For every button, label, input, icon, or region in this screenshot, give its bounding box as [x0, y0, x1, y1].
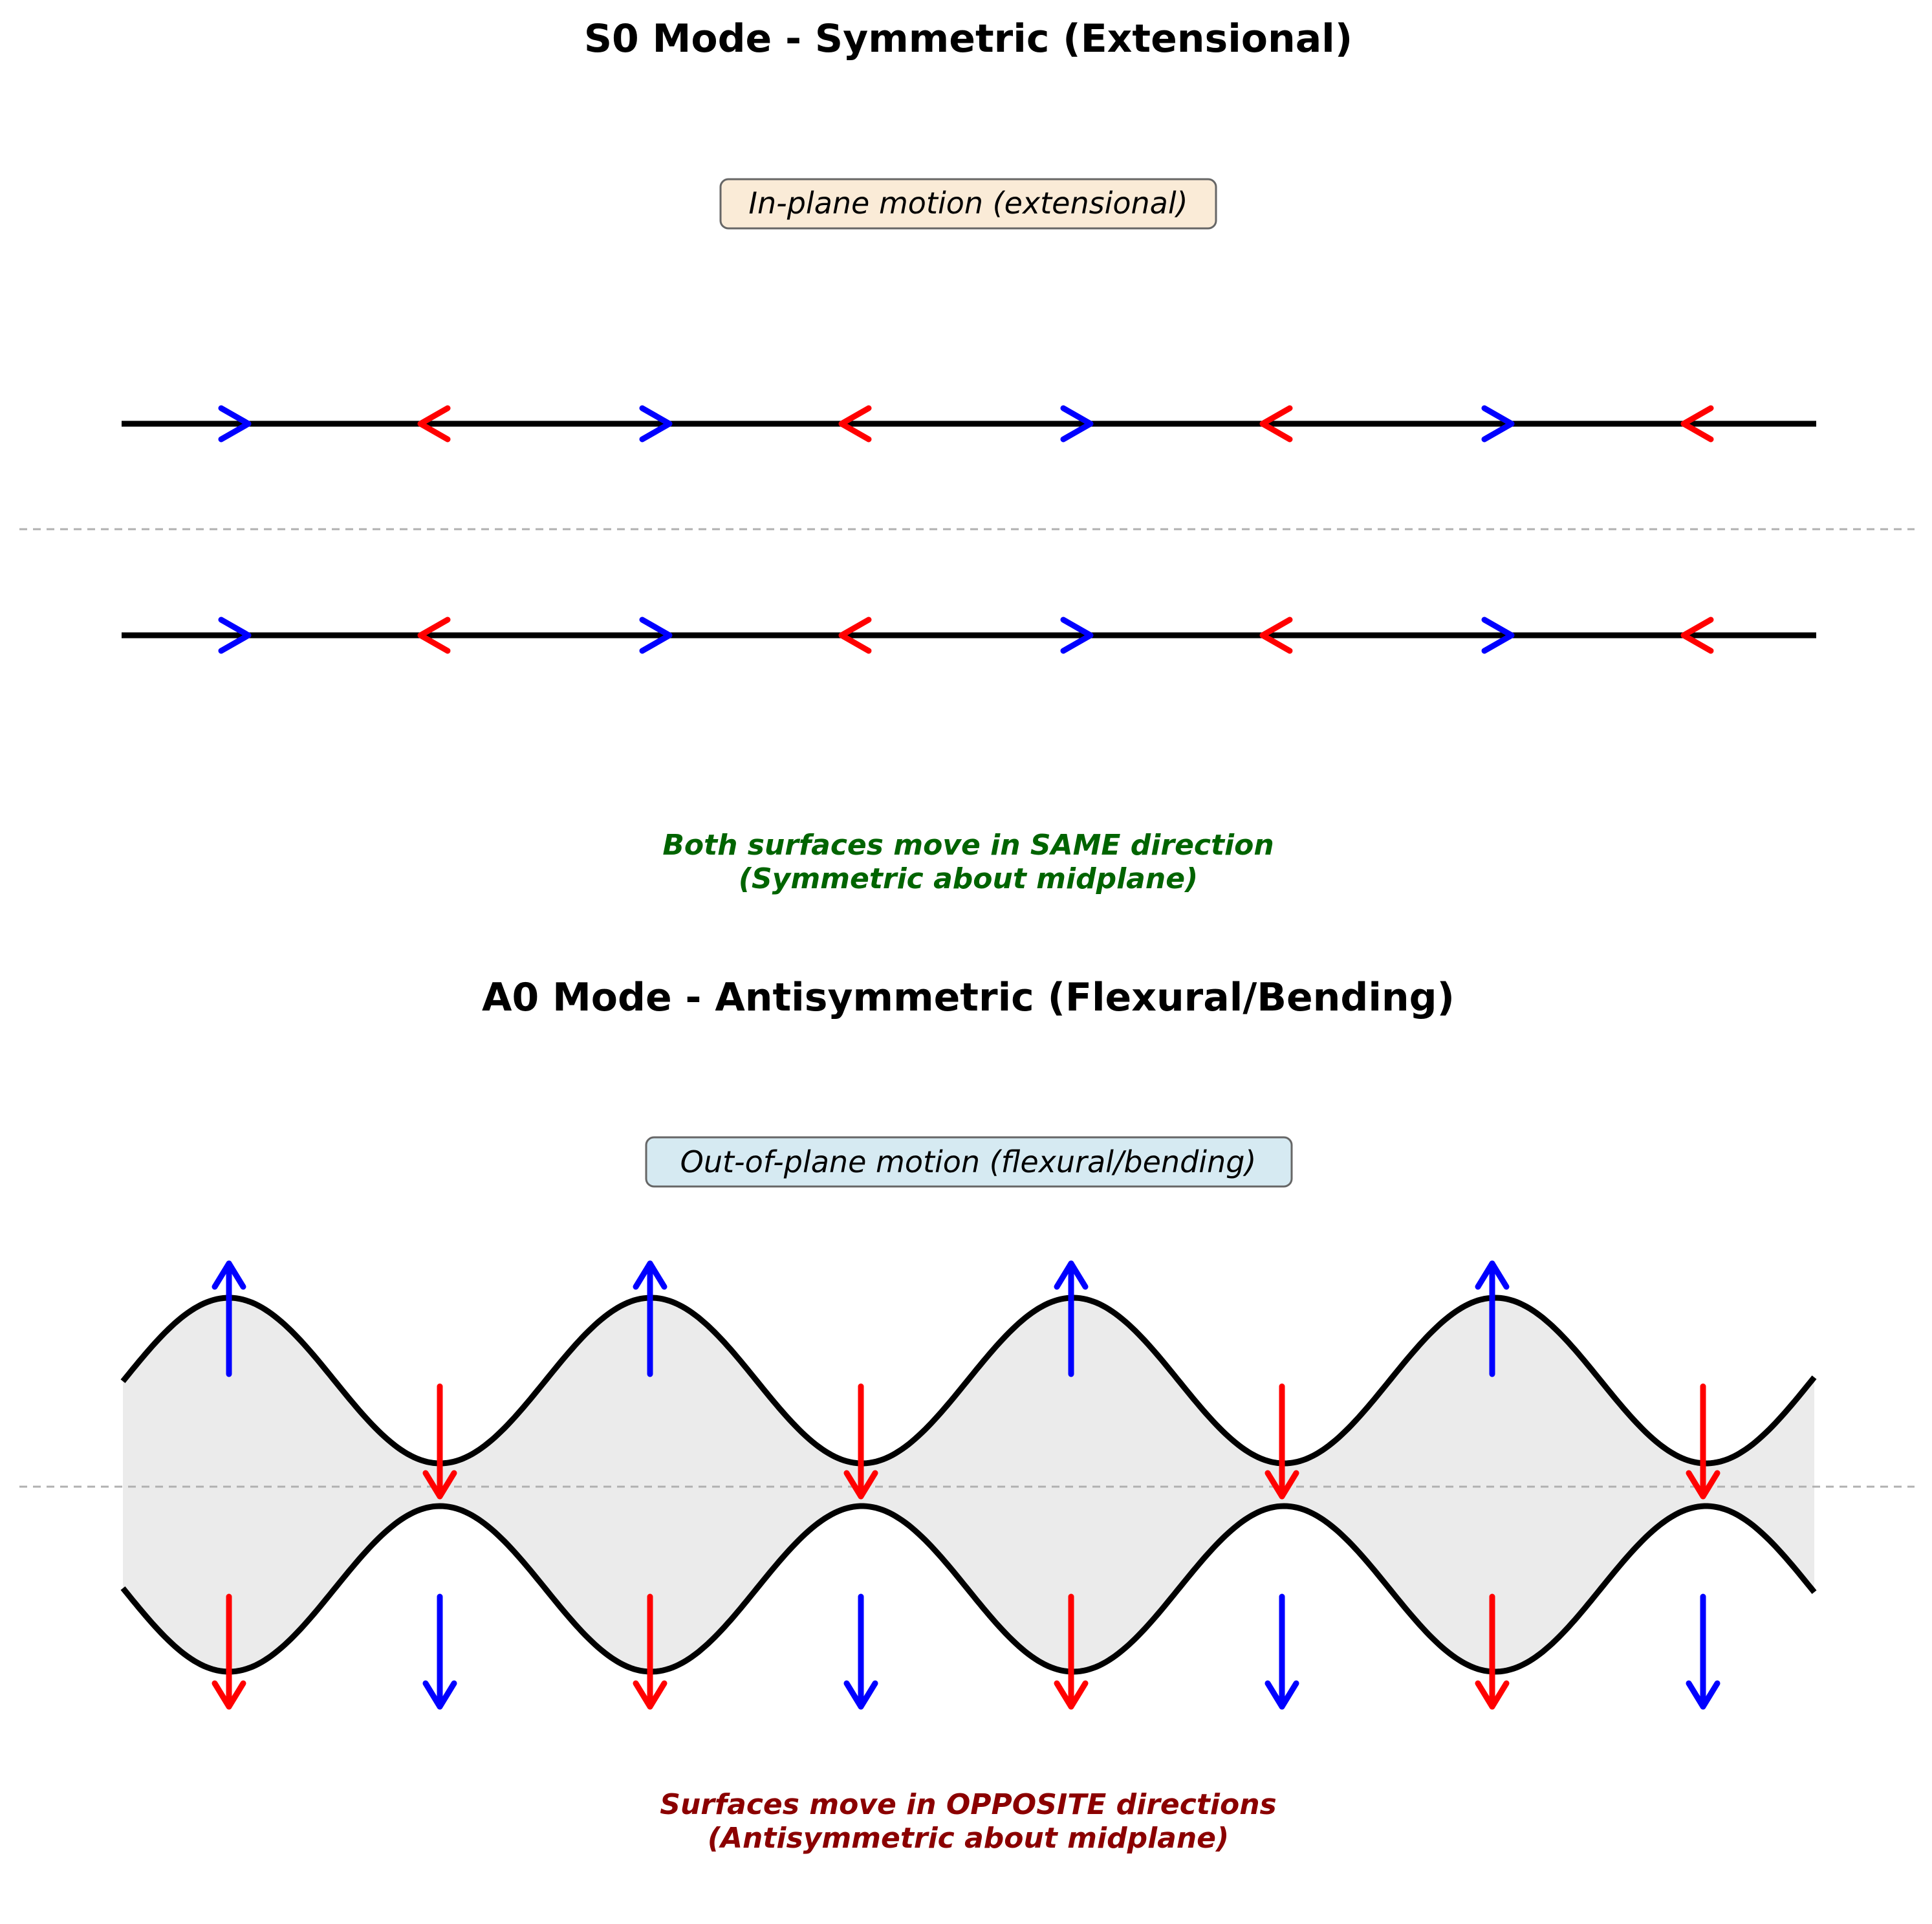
a0-bottom-arrow-2-head	[422, 1680, 457, 1710]
s0-bottom-arrow-3	[639, 617, 673, 654]
s0-top-arrow-7	[1481, 405, 1515, 443]
s0-top-arrow-6	[1259, 405, 1293, 443]
s0-bottom-arrow-4	[838, 617, 872, 654]
a0-bottom-arrow-4-head	[843, 1680, 878, 1710]
a0-bottom-arrow-8-head	[1686, 1680, 1720, 1710]
s0-note-line-2: (Symmetric about midplane)	[739, 862, 1198, 895]
s0-bottom-arrow-7	[1481, 617, 1515, 654]
a0-top-arrow-8-head	[1686, 1470, 1720, 1500]
s0-panel: S0 Mode - Symmetric (Extensional) In-pla…	[19, 16, 1915, 895]
a0-top-surface	[120, 1295, 1817, 1467]
s0-bottom-arrow-2	[417, 617, 451, 654]
a0-fill-region	[123, 1298, 1814, 1672]
s0-bottom-arrow-1	[218, 617, 252, 654]
s0-top-arrow-2	[417, 405, 451, 443]
a0-top-arrow-5-head	[1054, 1260, 1089, 1290]
s0-title: S0 Mode - Symmetric (Extensional)	[584, 16, 1352, 61]
a0-bottom-arrow-5-head	[1054, 1680, 1089, 1710]
a0-top-arrow-3-head	[633, 1260, 668, 1290]
a0-panel: A0 Mode - Antisymmetric (Flexural/Bendin…	[19, 975, 1915, 1855]
a0-top-arrow-1-head	[212, 1260, 246, 1290]
a0-arrows	[212, 1260, 1720, 1710]
s0-top-arrow-1	[218, 405, 252, 443]
s0-top-arrow-8	[1680, 405, 1714, 443]
s0-top-arrow-5	[1060, 405, 1094, 443]
s0-arrows	[218, 405, 1714, 654]
a0-bottom-arrow-6-head	[1264, 1680, 1299, 1710]
a0-top-arrow-6-head	[1264, 1470, 1299, 1500]
a0-top-arrow-7-head	[1475, 1260, 1510, 1290]
a0-label: Out-of-plane motion (flexural/bending)	[680, 1144, 1257, 1179]
a0-label-box	[645, 1136, 1293, 1188]
a0-top-arrow-2-head	[422, 1470, 457, 1500]
s0-top-arrow-3	[639, 405, 673, 443]
a0-title: A0 Mode - Antisymmetric (Flexural/Bendin…	[482, 975, 1455, 1020]
a0-note-line-1: Surfaces move in OPPOSITE directions	[660, 1788, 1276, 1821]
a0-bottom-arrow-3-head	[633, 1680, 668, 1710]
s0-bottom-arrow-8	[1680, 617, 1714, 654]
s0-top-arrow-4	[838, 405, 872, 443]
s0-label-box	[719, 178, 1217, 230]
a0-top-arrow-4-head	[843, 1470, 878, 1500]
a0-bottom-arrow-7-head	[1475, 1680, 1510, 1710]
a0-bottom-surface	[120, 1503, 1817, 1675]
a0-note-line-2: (Antisymmetric about midplane)	[708, 1822, 1229, 1855]
s0-bottom-arrow-5	[1060, 617, 1094, 654]
s0-label: In-plane motion (extensional)	[748, 186, 1188, 221]
s0-note-line-1: Both surfaces move in SAME direction	[662, 829, 1274, 862]
s0-bottom-arrow-6	[1259, 617, 1293, 654]
a0-bottom-arrow-1-head	[212, 1680, 246, 1710]
